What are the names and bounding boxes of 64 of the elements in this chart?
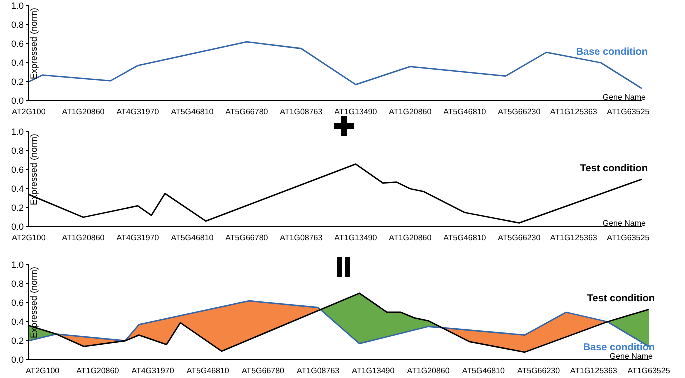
x-tick-label: AT1G125363 [550, 234, 598, 243]
x-tick-label: AT5G46810 [186, 366, 230, 376]
x-tick-label: AT1G63525 [628, 366, 671, 376]
series-label: Base condition [576, 47, 648, 58]
y-axis-title: Expressed (norm) [29, 267, 39, 339]
x-tick-label: AT1G20860 [389, 234, 432, 243]
y-tick-label: 0.0 [11, 355, 24, 366]
x-tick-label: AT5G66230 [498, 234, 542, 243]
x-tick-label: AT5G46810 [444, 234, 487, 243]
x-tick-label: AT1G13490 [352, 366, 396, 376]
x-tick-label: AT1G63525 [607, 234, 650, 243]
y-tick-label: 0.8 [11, 146, 24, 156]
x-tick-label: AT5G46810 [444, 108, 487, 117]
x-tick-label: AT1G125363 [570, 366, 618, 376]
x-axis-title: Gene Name [610, 352, 654, 361]
x-tick-label: AT5G46810 [171, 108, 214, 117]
x-tick-label: AT1G63525 [607, 108, 650, 117]
x-tick-label: AT5G66230 [498, 108, 542, 117]
x-tick-label: AT2G100 [12, 234, 46, 243]
series-label: Test condition [580, 164, 648, 174]
x-tick-label: AT2G100 [26, 366, 60, 376]
x-axis-title: Gene Name [602, 93, 647, 102]
y-tick-label: 0.2 [11, 336, 24, 346]
y-tick-label: 0.6 [11, 165, 24, 176]
y-tick-label: 0.4 [11, 317, 24, 328]
series-label: Test condition [587, 294, 655, 305]
y-tick-label: 0.4 [11, 184, 24, 194]
series-label: Base condition [583, 342, 655, 354]
x-tick-label: AT1G08763 [280, 108, 324, 117]
y-tick-label: 0.8 [11, 20, 24, 30]
y-tick-label: 0.6 [11, 298, 24, 308]
x-tick-label: AT5G46810 [171, 234, 214, 243]
x-tick-label: AT1G20860 [62, 234, 106, 243]
x-axis-title: Gene Name [602, 219, 647, 228]
x-tick-label: AT1G20860 [389, 108, 432, 117]
x-tick-label: AT1G20860 [407, 366, 450, 376]
y-tick-label: 0.2 [11, 77, 24, 88]
y-tick-label: 0.2 [11, 203, 24, 214]
x-tick-label: AT1G20860 [76, 366, 120, 376]
x-tick-label: AT5G66780 [242, 366, 286, 376]
y-axis-title: Expressed (norm) [29, 134, 39, 206]
x-tick-label: AT1G13490 [334, 234, 378, 243]
x-tick-label: AT1G08763 [280, 234, 324, 243]
y-tick-label: 1.0 [11, 1, 24, 12]
y-tick-label: 1.0 [11, 127, 24, 138]
y-tick-label: 0.6 [11, 39, 24, 50]
y-tick-label: 0.0 [11, 222, 24, 232]
x-tick-label: AT2G100 [12, 108, 46, 117]
x-tick-label: AT1G08763 [297, 366, 340, 376]
x-tick-label: AT1G20860 [62, 108, 106, 117]
x-tick-label: AT1G125363 [550, 108, 598, 117]
x-tick-label: AT5G46810 [462, 366, 506, 376]
x-tick-label: AT5G66230 [518, 366, 561, 376]
x-tick-label: AT5G66780 [226, 108, 269, 117]
x-tick-label: AT1G13490 [334, 108, 378, 117]
y-axis-title: Expressed (norm) [29, 8, 39, 80]
y-tick-label: 0.0 [11, 96, 24, 106]
x-tick-label: AT4G31970 [116, 108, 160, 117]
x-tick-label: AT4G31970 [116, 234, 160, 243]
y-tick-label: 0.8 [11, 279, 24, 290]
y-tick-label: 1.0 [11, 260, 24, 270]
y-tick-label: 0.4 [11, 58, 24, 68]
x-tick-label: AT4G31970 [132, 366, 175, 376]
x-tick-label: AT5G66780 [226, 234, 269, 243]
